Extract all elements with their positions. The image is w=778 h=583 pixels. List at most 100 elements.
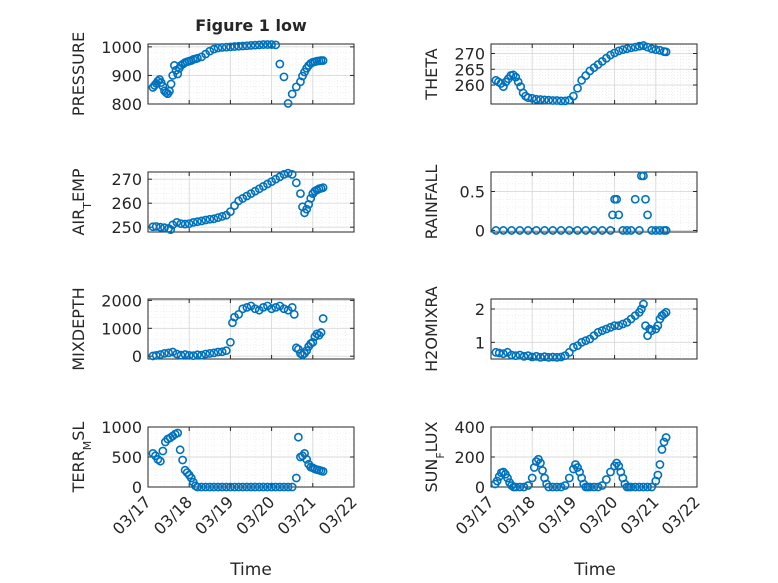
data-point <box>197 350 206 360</box>
data-point <box>217 347 227 357</box>
data-point <box>242 302 252 312</box>
data-point <box>503 473 512 483</box>
data-point <box>180 219 190 229</box>
data-point <box>614 210 624 220</box>
data-point <box>498 226 508 235</box>
data-point <box>172 217 182 227</box>
data-point <box>168 347 178 357</box>
data-point <box>296 189 305 198</box>
data-point <box>176 350 186 360</box>
data-point <box>258 302 268 312</box>
axes-box <box>147 298 355 360</box>
y-tick-label: 0 <box>132 347 142 366</box>
data-point <box>560 96 570 106</box>
data-point <box>205 46 215 56</box>
data-point <box>519 482 529 492</box>
data-point <box>564 226 574 235</box>
data-point <box>527 473 537 483</box>
x-axis-label-left: Time <box>229 560 272 580</box>
y-tick-label: 200 <box>454 448 485 467</box>
data-point <box>630 482 640 492</box>
data-point <box>661 226 671 235</box>
x-tick-label: 03/22 <box>658 492 704 538</box>
data-point <box>515 226 525 235</box>
data-point <box>647 482 657 492</box>
data-point <box>164 348 173 358</box>
data-point <box>626 226 636 235</box>
y-axis-label: THETA <box>422 48 441 100</box>
data-point <box>318 314 328 323</box>
y-tick-label: 270 <box>111 170 142 189</box>
data-point <box>657 445 667 454</box>
data-point <box>540 226 549 235</box>
data-point <box>556 352 566 362</box>
axes-box <box>490 43 698 105</box>
data-point <box>556 96 566 106</box>
data-point <box>573 463 582 472</box>
data-point <box>647 44 657 54</box>
data-point <box>552 482 562 492</box>
data-point <box>306 193 316 203</box>
axes-box <box>147 43 355 105</box>
data-point <box>221 346 231 356</box>
data-point <box>217 482 227 492</box>
data-point <box>653 470 663 480</box>
data-point <box>531 457 541 466</box>
y-tick-label: 1000 <box>101 319 142 338</box>
data-point <box>166 225 176 234</box>
y-axis-label: MIXDEPTH <box>69 287 88 370</box>
data-point <box>151 222 161 231</box>
data-point <box>172 349 182 359</box>
data-point <box>544 352 554 362</box>
data-point <box>618 319 628 329</box>
data-point <box>182 468 192 477</box>
data-point <box>548 352 558 362</box>
data-point <box>221 42 231 52</box>
data-point <box>193 217 202 227</box>
data-point <box>540 352 549 362</box>
data-point <box>639 299 648 309</box>
data-point <box>569 91 578 101</box>
data-point <box>205 349 215 358</box>
data-point <box>511 72 521 82</box>
y-tick-label: 0 <box>475 221 485 240</box>
data-point <box>180 350 190 359</box>
data-point <box>271 482 281 492</box>
figure-title: Figure 1 low <box>195 16 307 35</box>
y-tick-label: 265 <box>454 60 485 79</box>
data-point <box>293 344 303 354</box>
data-point <box>606 226 615 235</box>
data-point <box>536 352 545 362</box>
data-point <box>175 445 185 455</box>
axes-box <box>490 298 698 360</box>
data-point <box>263 482 272 492</box>
data-point <box>601 324 611 334</box>
data-point <box>618 45 628 55</box>
y-tick-label: 260 <box>454 76 485 95</box>
data-point <box>569 342 578 352</box>
data-point <box>589 226 599 235</box>
data-point <box>651 45 661 55</box>
subplot-air-temp: 250 260 270 AIRTEMP <box>69 168 355 237</box>
data-point <box>610 48 619 58</box>
data-point <box>494 348 504 358</box>
data-point <box>225 337 235 347</box>
data-point <box>523 93 533 103</box>
data-point <box>296 77 305 87</box>
data-point <box>173 428 183 438</box>
data-point <box>267 482 276 492</box>
data-point <box>531 351 541 361</box>
data-point <box>536 458 545 468</box>
data-point <box>552 352 562 362</box>
y-tick-label: 2 <box>475 300 485 319</box>
data-point <box>544 482 554 492</box>
data-point <box>641 194 650 204</box>
data-point <box>283 168 293 178</box>
data-point <box>201 215 211 225</box>
data-point <box>612 194 622 204</box>
data-point <box>630 42 640 52</box>
data-point <box>507 350 516 360</box>
data-point <box>647 226 657 235</box>
